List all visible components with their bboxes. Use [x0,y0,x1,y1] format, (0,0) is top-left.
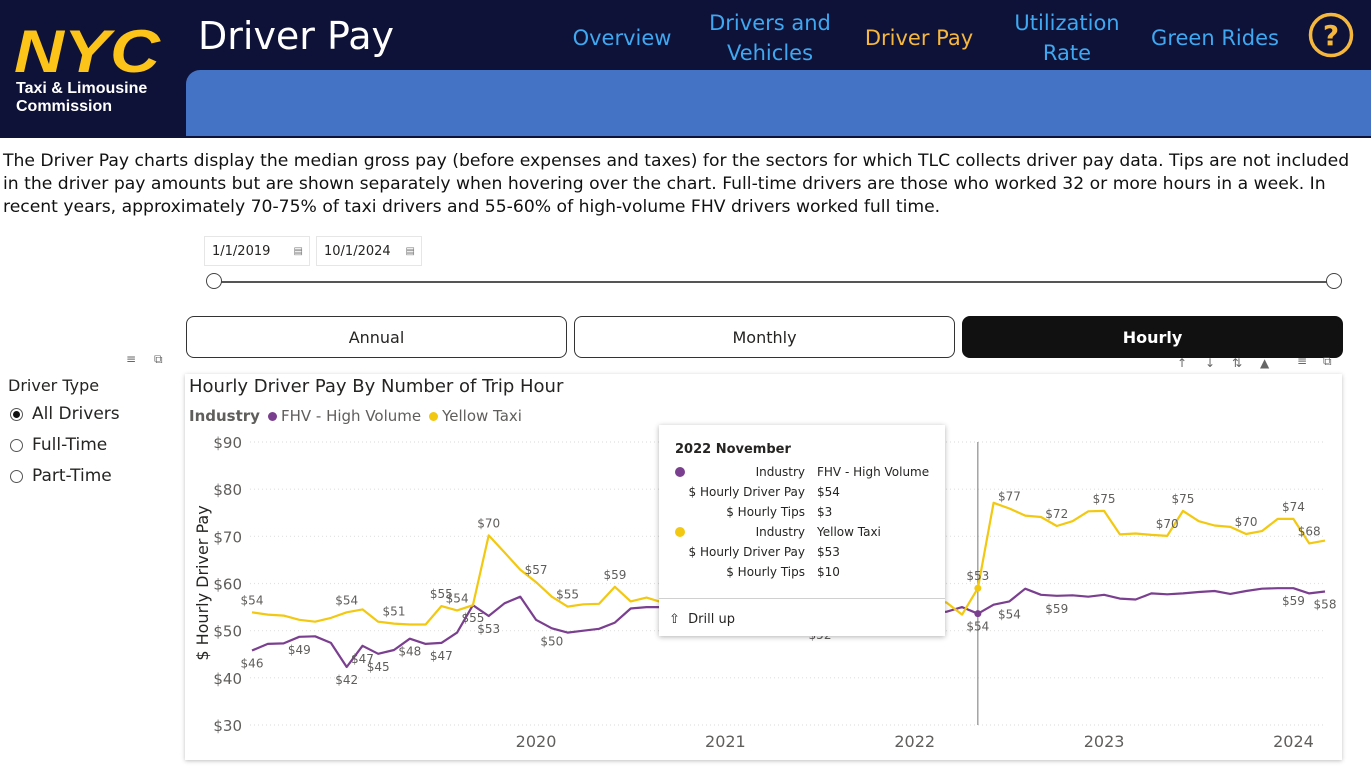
drill-up-label: Drill up [688,612,735,627]
tooltip-row: $ Hourly Driver Pay $53 [659,545,945,565]
date-slider-start-handle[interactable] [206,273,222,289]
chart-legend: Industry FHV - High Volume Yellow Taxi [189,407,522,425]
tooltip-key: $ Hourly Driver Pay [688,545,806,559]
nav-utilization-rate[interactable]: Utilization Rate [1014,11,1120,65]
nav-drivers-and-vehicles[interactable]: Drivers and Vehicles [709,11,831,65]
tab-annual[interactable]: Annual [186,316,567,358]
end-date-input[interactable]: 10/1/2024 ▤ [316,236,422,266]
date-slider-track[interactable] [214,281,1334,283]
expand-next-level-icon[interactable]: ⇅ [1232,356,1243,370]
tooltip-value: FHV - High Volume [817,465,930,479]
drill-up-circle-icon: ⇧ [669,612,680,627]
expand-hierarchy-icon[interactable]: ▲ [1260,356,1270,370]
focus-mode-icon[interactable]: ⧉ [154,352,163,366]
radio-full-time[interactable]: Full-Time [10,435,107,455]
logo-line-1: Taxi & Limousine [16,80,148,97]
radio-part-time[interactable]: Part-Time [10,466,112,486]
tooltip-value: Yellow Taxi [817,525,881,539]
calendar-icon[interactable]: ▤ [293,246,303,257]
tab-monthly[interactable]: Monthly [574,316,955,358]
svg-text:?: ? [1323,19,1339,52]
tooltip-value: $10 [817,565,840,579]
tooltip-key: $ Hourly Driver Pay [688,485,806,499]
filter-icon[interactable]: ≡ [126,352,137,366]
tooltip-divider [659,598,945,599]
nav-driver-pay[interactable]: Driver Pay [864,26,974,50]
radio-all-drivers[interactable]: All Drivers [10,404,120,424]
legend-label-fhv[interactable]: FHV - High Volume [280,407,422,425]
intro-description: The Driver Pay charts display the median… [3,151,1350,217]
legend-dot-yellow [429,411,439,421]
tooltip-dot-yellow [675,527,685,537]
tab-hourly[interactable]: Hourly [962,316,1343,358]
chart-title: Hourly Driver Pay By Number of Trip Hour [189,376,564,397]
start-date-input[interactable]: 1/1/2019 ▤ [204,236,310,266]
driver-type-heading: Driver Type [8,376,100,395]
radio-label: Full-Time [32,435,108,455]
tooltip-row: $ Hourly Tips $10 [659,565,945,585]
start-date-value: 1/1/2019 [212,244,271,259]
end-date-value: 10/1/2024 [324,244,391,259]
tooltip-row: $ Hourly Driver Pay $54 [659,485,945,505]
logo-line-2: Commission [16,98,113,115]
question-circle-icon[interactable]: ? [1308,12,1354,58]
chart-filter-icon[interactable]: ≡ [1297,354,1308,368]
nav-green-rides[interactable]: Green Rides [1151,26,1279,50]
tooltip-row: Industry FHV - High Volume [659,465,945,485]
tooltip-value: $53 [817,545,840,559]
page-title: Driver Pay [198,14,394,58]
nyc-tlc-logo: NYC Taxi & Limousine Commission [0,0,186,138]
drill-up-icon[interactable]: ↑ [1177,356,1188,370]
tooltip-value: $54 [817,485,840,499]
date-slider-end-handle[interactable] [1326,273,1342,289]
radio-label: All Drivers [32,404,120,424]
legend-dot-fhv [267,411,277,421]
radio-label: Part-Time [32,466,112,486]
legend-label-yellow[interactable]: Yellow Taxi [442,407,522,425]
tooltip-title: 2022 November [675,442,791,457]
tooltip-value: $3 [817,505,833,519]
chart-focus-icon[interactable]: ⧉ [1323,354,1332,368]
header-accent-bar [186,70,1371,136]
tooltip-key: $ Hourly Tips [726,565,805,579]
tooltip-key: Industry [755,465,805,479]
tooltip-dot-fhv [675,467,685,477]
nav-overview[interactable]: Overview [572,26,672,50]
nyc-logo-mark: NYC [14,24,162,76]
radio-button[interactable] [10,469,23,483]
radio-button[interactable] [10,438,23,452]
tooltip-key: Industry [755,525,805,539]
drill-up-action[interactable]: ⇧ Drill up [669,612,735,627]
radio-button[interactable] [10,407,23,421]
svg-text:NYC: NYC [14,24,162,76]
tooltip-row: Industry Yellow Taxi [659,525,945,545]
tooltip-row: $ Hourly Tips $3 [659,505,945,525]
legend-title: Industry [189,407,260,425]
hover-tooltip: 2022 November Industry FHV - High Volume… [659,425,945,636]
drill-down-icon[interactable]: ↓ [1205,356,1216,370]
tooltip-key: $ Hourly Tips [726,505,805,519]
calendar-icon[interactable]: ▤ [405,246,415,257]
